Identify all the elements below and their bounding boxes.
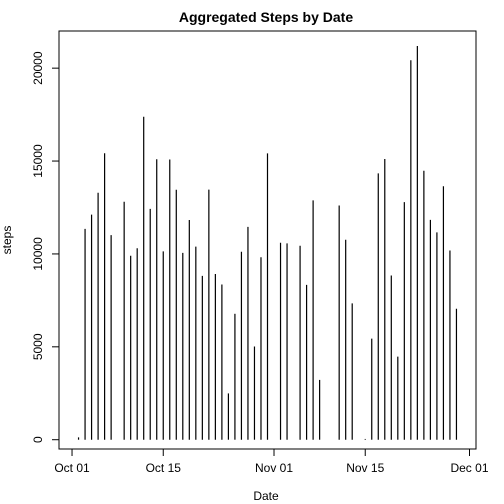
y-tick-label: 15000 [31,144,45,178]
y-tick-label: 0 [31,436,45,443]
y-tick-label: 20000 [31,51,45,85]
x-axis: Oct 01 Oct 15 Nov 01 Nov 15 Dec 01 [54,448,489,475]
x-tick-label: Dec 01 [450,461,488,475]
chart-title: Aggregated Steps by Date [179,9,353,25]
x-axis-label: Date [253,489,279,503]
x-tick-label: Nov 01 [255,461,293,475]
y-tick-label: 10000 [31,237,45,271]
x-tick-label: Oct 01 [54,461,90,475]
bars-group [77,45,458,440]
y-axis: 0 5000 10000 15000 20000 [31,51,60,443]
y-tick-label: 5000 [31,333,45,360]
y-axis-label: steps [0,226,14,255]
x-tick-label: Nov 15 [346,461,384,475]
x-tick-label: Oct 15 [146,461,182,475]
